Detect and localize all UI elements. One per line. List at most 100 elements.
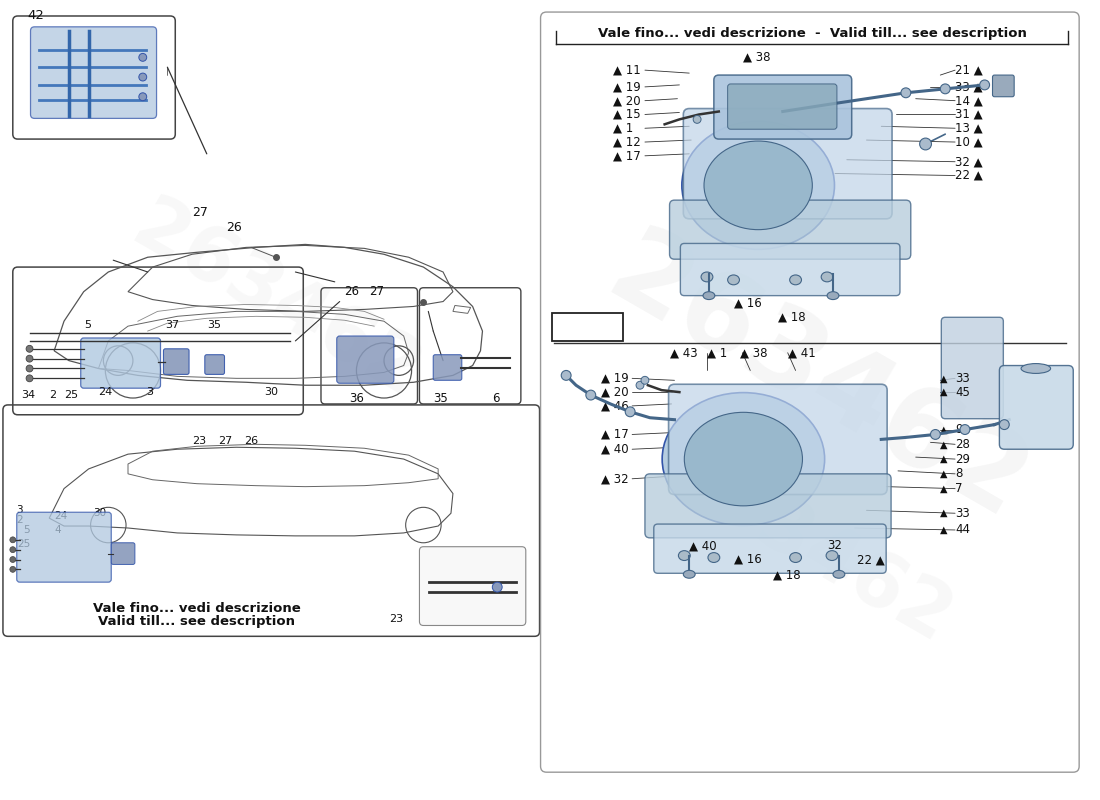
Text: 30: 30 [264,387,278,397]
FancyBboxPatch shape [1000,366,1074,450]
Text: 45: 45 [955,386,970,398]
Text: ▲: ▲ [940,439,948,450]
FancyBboxPatch shape [681,243,900,296]
Text: ▲ 38: ▲ 38 [740,346,768,359]
Text: 3: 3 [145,387,153,397]
Text: ▲: ▲ [940,425,948,434]
Text: 263462: 263462 [590,218,1045,542]
Circle shape [139,73,146,81]
Text: 14 ▲: 14 ▲ [955,94,982,107]
Circle shape [641,376,649,384]
Circle shape [10,557,15,562]
Text: 5: 5 [84,320,90,330]
Ellipse shape [790,553,802,562]
Text: ▲=39: ▲=39 [569,321,607,334]
FancyBboxPatch shape [433,354,462,380]
Text: 30: 30 [94,508,107,518]
FancyBboxPatch shape [419,546,526,626]
Ellipse shape [827,292,839,299]
Circle shape [636,382,644,389]
Text: ▲ 17: ▲ 17 [614,150,641,162]
Text: ▲ 46: ▲ 46 [601,399,628,413]
Text: 44: 44 [955,523,970,537]
Text: 26: 26 [227,221,242,234]
Text: 35: 35 [433,391,448,405]
Text: Vale fino... vedi descrizione  -  Valid till... see description: Vale fino... vedi descrizione - Valid ti… [598,27,1026,40]
Text: ▲ 1: ▲ 1 [614,122,634,134]
Circle shape [920,138,932,150]
Text: ▲ 18: ▲ 18 [778,310,805,324]
Text: 42: 42 [28,10,44,22]
Text: ▲ 16: ▲ 16 [734,297,761,310]
Circle shape [980,80,990,90]
Ellipse shape [679,550,690,561]
Text: 25: 25 [64,390,78,400]
FancyBboxPatch shape [669,384,887,494]
Text: ▲ 12: ▲ 12 [614,135,641,149]
Circle shape [693,115,701,123]
Ellipse shape [682,122,835,250]
FancyBboxPatch shape [714,75,851,139]
Circle shape [26,355,33,362]
Text: 13 ▲: 13 ▲ [955,122,982,134]
Ellipse shape [833,570,845,578]
Text: Valid till... see description: Valid till... see description [98,615,296,628]
Ellipse shape [790,275,802,285]
Circle shape [493,582,503,592]
FancyBboxPatch shape [164,349,189,374]
Text: ▲: ▲ [940,387,948,397]
Text: 6: 6 [493,391,499,405]
Circle shape [940,84,950,94]
Ellipse shape [701,272,713,282]
Text: 33 ▲: 33 ▲ [955,80,982,94]
Text: ▲ 41: ▲ 41 [788,346,815,359]
Text: 3: 3 [15,506,22,515]
Circle shape [10,546,15,553]
FancyBboxPatch shape [992,75,1014,97]
Text: 29: 29 [955,453,970,466]
Text: 263462: 263462 [651,436,964,659]
Circle shape [139,93,146,101]
Text: 9: 9 [955,423,962,436]
Text: 37: 37 [165,320,179,330]
Text: ▲: ▲ [940,484,948,494]
Text: Vale fino... vedi descrizione: Vale fino... vedi descrizione [94,602,300,615]
FancyBboxPatch shape [942,318,1003,418]
Text: 7: 7 [955,482,962,495]
Ellipse shape [662,393,825,526]
Text: 10 ▲: 10 ▲ [955,135,982,149]
Text: 27: 27 [192,206,208,219]
Text: 32 ▲: 32 ▲ [955,155,982,168]
Text: ▲ 16: ▲ 16 [734,553,761,566]
Text: ▲ 32: ▲ 32 [601,472,628,486]
Text: 26: 26 [244,436,258,446]
Text: 5: 5 [23,525,31,535]
Text: ▲ 19: ▲ 19 [614,80,641,94]
Text: ▲ 38: ▲ 38 [744,51,771,64]
Text: 4: 4 [54,525,60,535]
Text: 36: 36 [350,391,364,405]
Ellipse shape [703,292,715,299]
Text: 27: 27 [219,436,233,446]
Text: ▲: ▲ [940,508,948,518]
Text: ▲ 20: ▲ 20 [614,94,641,107]
Circle shape [1000,420,1009,430]
Text: 25: 25 [18,538,31,549]
Text: 34: 34 [22,390,36,400]
Text: 263462: 263462 [119,190,432,414]
Circle shape [139,54,146,62]
Text: 22 ▲: 22 ▲ [955,169,982,182]
Text: 33: 33 [955,506,970,520]
Text: 2: 2 [15,515,22,525]
Text: 24: 24 [54,511,67,521]
Text: ▲ 19: ▲ 19 [601,372,628,385]
Ellipse shape [704,141,812,230]
Text: 8: 8 [955,467,962,480]
Text: 24: 24 [99,387,112,397]
FancyBboxPatch shape [552,314,624,341]
Text: 32: 32 [827,539,842,552]
Circle shape [10,566,15,572]
Text: 4: 4 [443,617,450,626]
Circle shape [586,390,596,400]
FancyBboxPatch shape [653,524,887,574]
